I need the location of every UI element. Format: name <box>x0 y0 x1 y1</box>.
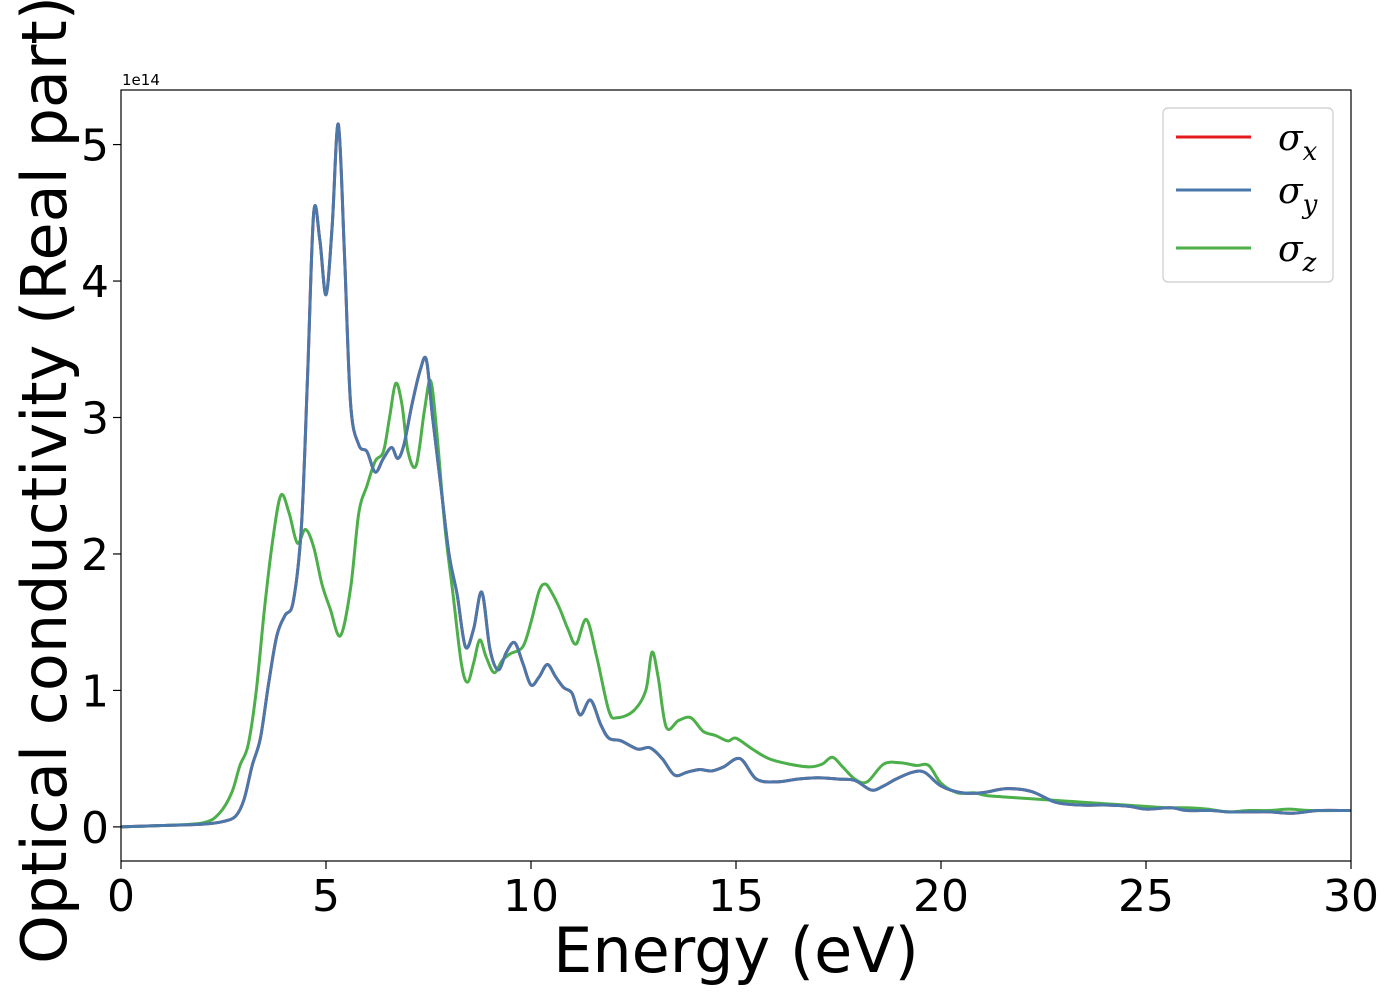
series-line-y <box>120 122 1352 829</box>
y-tick-label: 1 <box>81 666 109 717</box>
plot-frame <box>120 89 1352 862</box>
legend-label-z: σz <box>1278 229 1317 278</box>
x-tick-label: 5 <box>312 871 340 922</box>
legend-sigma: σ <box>1278 229 1304 270</box>
axis-ticks: 0 5 10 15 20 25 30 0 1 2 3 4 5 <box>81 121 1379 922</box>
y-axis-label: Optical conductivity (Real part) <box>8 0 81 964</box>
legend-sigma: σ <box>1278 118 1304 159</box>
y-tick-label: 2 <box>81 530 109 581</box>
y-tick-label: 5 <box>81 121 109 172</box>
x-axis-label: Energy (eV) <box>553 914 919 987</box>
x-tick-label: 25 <box>1118 871 1174 922</box>
y-tick-label: 0 <box>81 803 109 854</box>
legend-sigma: σ <box>1278 171 1304 212</box>
series-group <box>120 122 1352 829</box>
legend-subscript: x <box>1303 137 1318 167</box>
legend-label-x: σx <box>1278 118 1318 167</box>
legend-subscript: y <box>1302 190 1318 220</box>
x-tick-label: 0 <box>107 871 135 922</box>
y-offset-label: 1e14 <box>122 71 160 89</box>
legend-subscript: z <box>1302 248 1317 278</box>
x-tick-label: 15 <box>708 871 764 922</box>
series-line-z <box>120 378 1352 829</box>
y-tick-label: 4 <box>81 257 109 308</box>
y-tick-label: 3 <box>81 394 109 445</box>
x-tick-label: 20 <box>913 871 969 922</box>
x-tick-label: 10 <box>503 871 559 922</box>
legend-box <box>1162 107 1334 283</box>
x-tick-label: 30 <box>1323 871 1379 922</box>
legend-label-y: σy <box>1278 171 1318 220</box>
